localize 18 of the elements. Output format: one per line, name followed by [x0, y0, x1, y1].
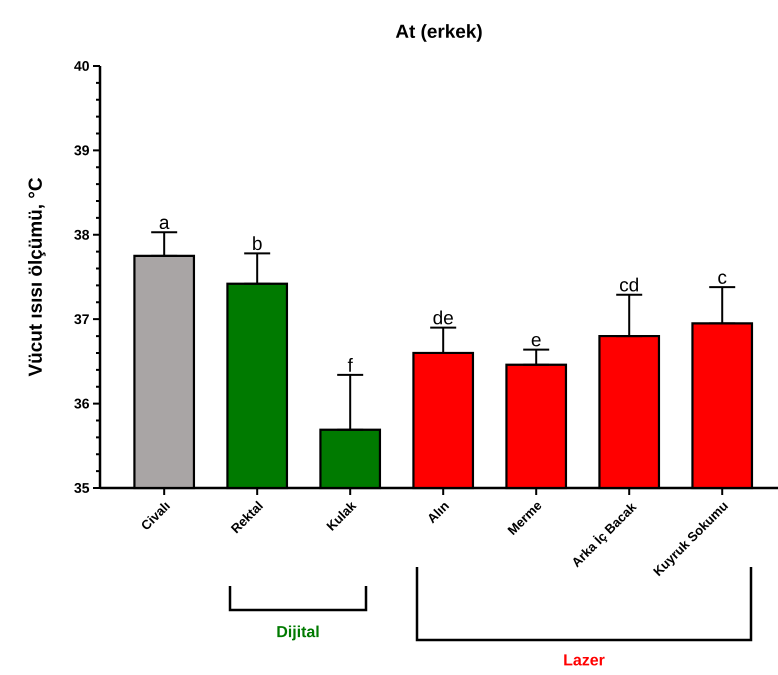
- y-tick-label: 37: [74, 314, 89, 324]
- annotation: a: [160, 218, 170, 230]
- annotation: c: [718, 274, 726, 284]
- y-tick-label: 38: [74, 230, 90, 240]
- x-tick-label: Alın: [428, 503, 450, 524]
- annotation: de: [433, 310, 453, 324]
- text: Dijital: [277, 626, 319, 640]
- y-tick-label: 39: [74, 145, 89, 156]
- y-tick-label: 40: [74, 61, 89, 71]
- annotation: cd: [620, 278, 638, 292]
- y-tick-label: 36: [74, 398, 89, 409]
- annotation: f: [348, 358, 353, 372]
- annotation: e: [532, 336, 541, 346]
- text: Lazer: [564, 654, 605, 666]
- annotation: b: [253, 236, 262, 250]
- y-axis-title: Vücut ısısı ölçümü, °C: [28, 178, 46, 376]
- y-tick-label: 35: [74, 483, 90, 493]
- chart-title: At (erkek): [396, 24, 482, 42]
